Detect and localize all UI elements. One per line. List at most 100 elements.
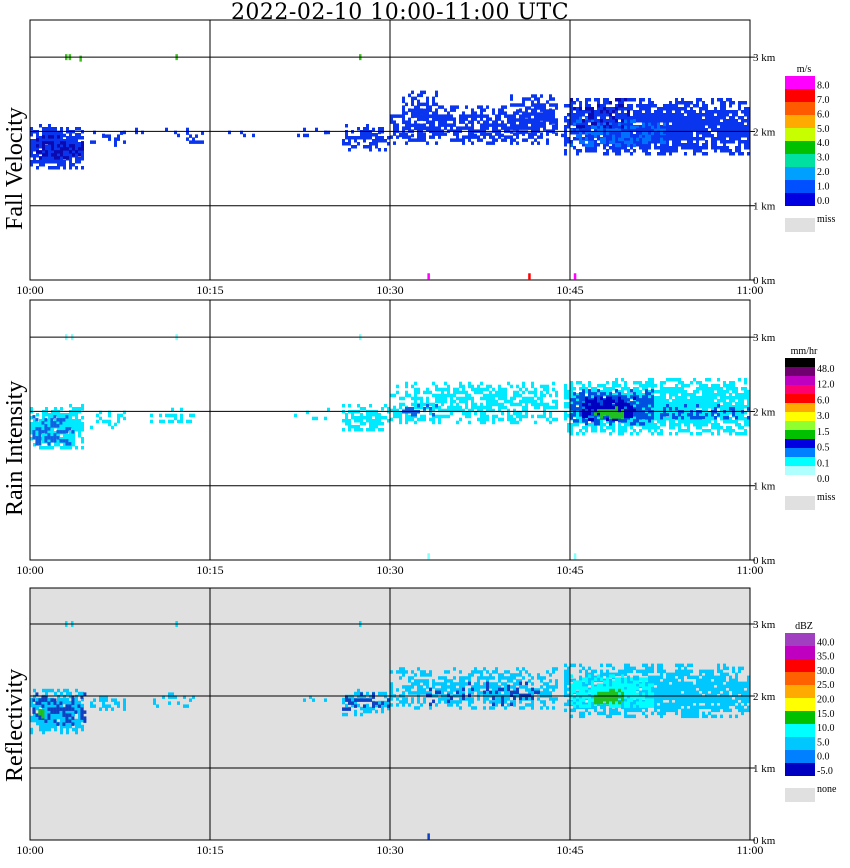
fall-echo-cell bbox=[663, 104, 666, 108]
fall-echo-cell bbox=[672, 125, 675, 129]
fall-echo-cell bbox=[426, 127, 429, 132]
fall-echo-cell bbox=[651, 134, 654, 138]
fall-echo-cell bbox=[642, 131, 645, 136]
fall-echo-cell bbox=[660, 128, 663, 133]
refl-echo-cell bbox=[411, 685, 414, 689]
rain-echo-cell bbox=[735, 432, 738, 436]
fall-echo-cell bbox=[678, 110, 681, 114]
fall-echo-cell bbox=[486, 120, 489, 124]
refl-echo-cell bbox=[30, 700, 33, 705]
rain-echo-cell bbox=[699, 387, 702, 391]
rain-intensity-chart: 10:00 10:15 10:30 10:45 11:000 km1 km2 km3 k… bbox=[16, 299, 835, 577]
rain-echo-cell bbox=[726, 384, 729, 388]
fall-echo-cell bbox=[663, 149, 666, 153]
refl-echo-cell bbox=[423, 682, 426, 686]
fall-echo-cell bbox=[621, 116, 624, 120]
rain-echo-cell bbox=[684, 384, 687, 388]
fall-echo-cell bbox=[612, 125, 615, 129]
fall-echo-cell bbox=[414, 105, 417, 110]
fall-echo-cell bbox=[663, 146, 666, 150]
rain-echo-cell bbox=[59, 430, 63, 434]
rain-echo-cell bbox=[696, 387, 699, 391]
fall-echo-cell bbox=[462, 135, 465, 139]
refl-echo-cell bbox=[480, 685, 483, 689]
rain-echo-cell bbox=[576, 395, 579, 399]
fall-echo-cell bbox=[741, 125, 744, 129]
fall-echo-cell bbox=[549, 112, 552, 116]
rain-echo-cell bbox=[666, 399, 669, 403]
fall-echo-cell bbox=[528, 135, 531, 139]
rain-legend-label: 48.0 bbox=[817, 364, 835, 375]
rain-echo-cell bbox=[627, 393, 630, 397]
rain-echo-cell bbox=[693, 390, 696, 394]
rain-echo-cell bbox=[621, 429, 624, 433]
rain-echo-cell bbox=[681, 429, 684, 433]
fall-echo-cell bbox=[69, 166, 72, 170]
fall-echo-cell bbox=[747, 125, 750, 129]
rain-echo-cell bbox=[693, 393, 696, 397]
fall-echo-cell bbox=[627, 116, 630, 120]
fall-echo-cell bbox=[75, 139, 78, 143]
refl-echo-cell bbox=[567, 672, 570, 677]
refl-echo-cell bbox=[480, 676, 483, 680]
fall-echo-cell bbox=[735, 110, 738, 114]
fall-echo-cell bbox=[615, 137, 618, 141]
fall-echo-cell bbox=[426, 114, 429, 119]
fall-echo-cell bbox=[615, 116, 618, 120]
refl-echo-cell bbox=[564, 681, 567, 686]
fall-echo-cell bbox=[738, 101, 741, 105]
refl-echo-cell bbox=[357, 698, 360, 702]
fall-velocity-chart: 10:00 10:15 10:30 10:45 11:000 km1 km2 km3 k… bbox=[16, 19, 835, 297]
rain-echo-cell bbox=[747, 420, 750, 424]
rain-echo-cell bbox=[39, 446, 42, 450]
fall-echo-cell bbox=[504, 138, 507, 142]
fall-echo-cell bbox=[540, 117, 543, 121]
rain-echo-cell bbox=[117, 416, 120, 421]
refl-echo-cell bbox=[402, 697, 405, 701]
fall-echo-cell bbox=[510, 94, 513, 98]
refl-echo-cell bbox=[510, 693, 513, 698]
rain-echo-cell bbox=[579, 407, 582, 411]
rain-echo-cell bbox=[720, 399, 723, 403]
refl-echo-cell bbox=[192, 695, 195, 699]
fall-echo-cell bbox=[39, 156, 42, 160]
refl-echo-cell bbox=[399, 676, 402, 680]
rain-echo-cell bbox=[477, 405, 480, 410]
rain-echo-cell bbox=[630, 432, 633, 436]
rain-echo-cell bbox=[687, 411, 690, 415]
rain-echo-cell bbox=[627, 402, 630, 407]
fall-echo-cell bbox=[117, 137, 120, 141]
refl-echo-cell bbox=[546, 670, 549, 674]
fall-echo-cell bbox=[432, 120, 435, 125]
fall-echo-cell bbox=[675, 110, 678, 114]
rain-echo-cell bbox=[726, 420, 729, 424]
rain-echo-cell bbox=[567, 426, 570, 430]
rain-echo-cell bbox=[390, 417, 393, 422]
fall-echo-cell bbox=[420, 135, 423, 139]
refl-echo-cell bbox=[123, 704, 126, 708]
rain-echo-cell bbox=[44, 424, 48, 428]
fall-echo-cell bbox=[714, 149, 717, 153]
fall-echo-cell bbox=[417, 99, 420, 104]
refl-echo-cell bbox=[522, 667, 525, 671]
fall-echo-cell bbox=[585, 143, 588, 148]
rain-echo-cell bbox=[32, 433, 36, 437]
refl-echo-cell bbox=[390, 703, 393, 707]
refl-echo-cell bbox=[351, 697, 354, 702]
fall-echo-cell bbox=[459, 138, 462, 142]
rain-echo-cell bbox=[705, 413, 708, 417]
refl-echo-cell bbox=[372, 701, 375, 705]
rain-echo-cell bbox=[636, 398, 639, 402]
rain-echo-cell bbox=[618, 412, 621, 416]
fall-echo-cell bbox=[537, 121, 540, 125]
fall-echo-cell bbox=[714, 137, 717, 141]
fall-echo-cell bbox=[366, 133, 369, 138]
rain-echo-cell bbox=[501, 417, 504, 422]
rain-echo-cell bbox=[72, 434, 75, 438]
fall-echo-cell bbox=[705, 122, 708, 126]
fall-echo-cell bbox=[675, 149, 678, 153]
rain-echo-cell bbox=[570, 393, 573, 397]
rain-echo-cell bbox=[63, 446, 66, 450]
fall-echo-cell bbox=[690, 137, 693, 141]
rain-echo-cell bbox=[621, 378, 624, 382]
